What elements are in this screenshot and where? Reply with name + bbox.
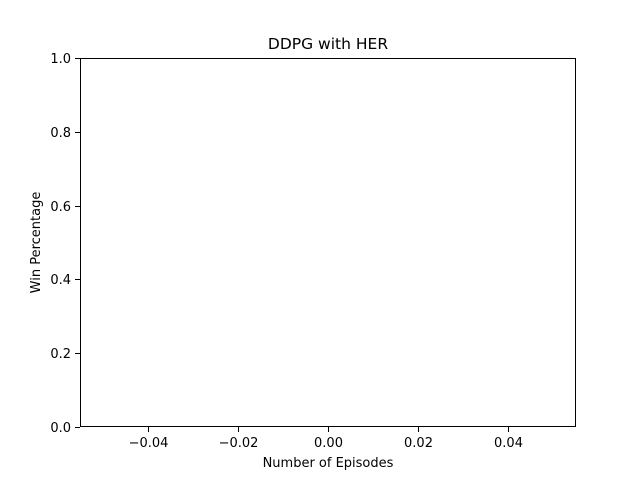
- y-tick-label: 0.2: [50, 347, 71, 362]
- plot-frame: [80, 58, 576, 427]
- x-tick-label: 0.02: [404, 436, 433, 451]
- x-tick-label: −0.02: [219, 436, 259, 451]
- x-tick-label: −0.04: [129, 436, 169, 451]
- y-tick-label: 0.6: [50, 200, 71, 215]
- y-tick-label: 0.8: [50, 126, 71, 141]
- y-tick-label: 0.4: [50, 273, 71, 288]
- x-axis-label: Number of Episodes: [263, 456, 394, 471]
- x-axis-ticks: −0.04 −0.02 0.00 0.02 0.04: [129, 427, 523, 451]
- y-tick-label: 1.0: [50, 52, 71, 67]
- chart-title: DDPG with HER: [268, 35, 388, 53]
- y-tick-label: 0.0: [50, 421, 71, 436]
- y-axis-label: Win Percentage: [29, 192, 44, 294]
- y-axis-ticks: 0.0 0.2 0.4 0.6 0.8 1.0: [50, 52, 80, 436]
- x-tick-label: 0.04: [494, 436, 523, 451]
- x-tick-label: 0.00: [314, 436, 343, 451]
- plot-area: [80, 58, 576, 427]
